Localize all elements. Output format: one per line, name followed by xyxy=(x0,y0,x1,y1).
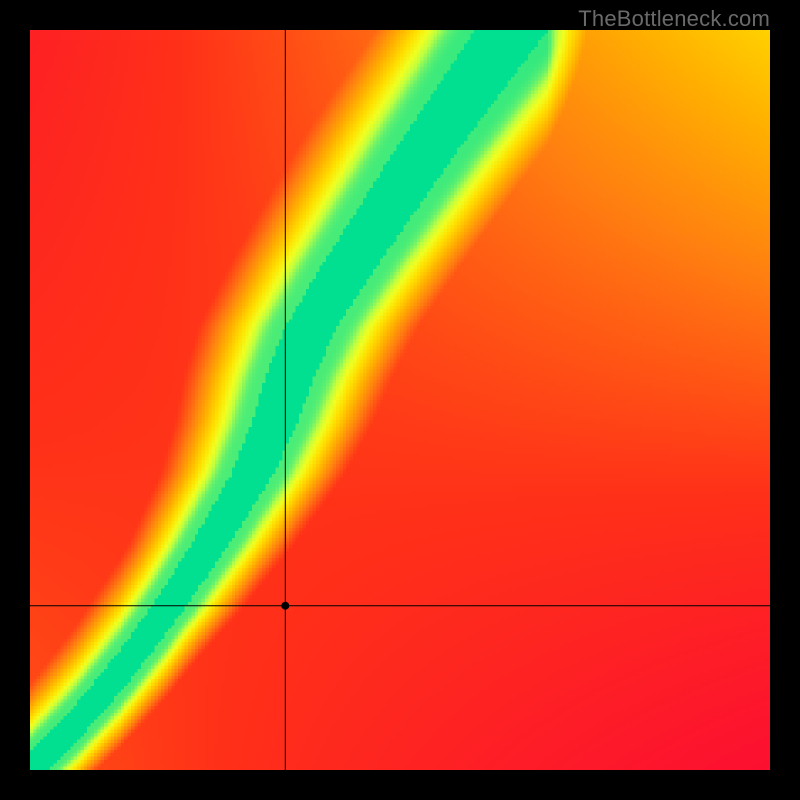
heatmap-canvas xyxy=(30,30,770,770)
chart-container: TheBottleneck.com xyxy=(0,0,800,800)
watermark-text: TheBottleneck.com xyxy=(578,6,770,32)
